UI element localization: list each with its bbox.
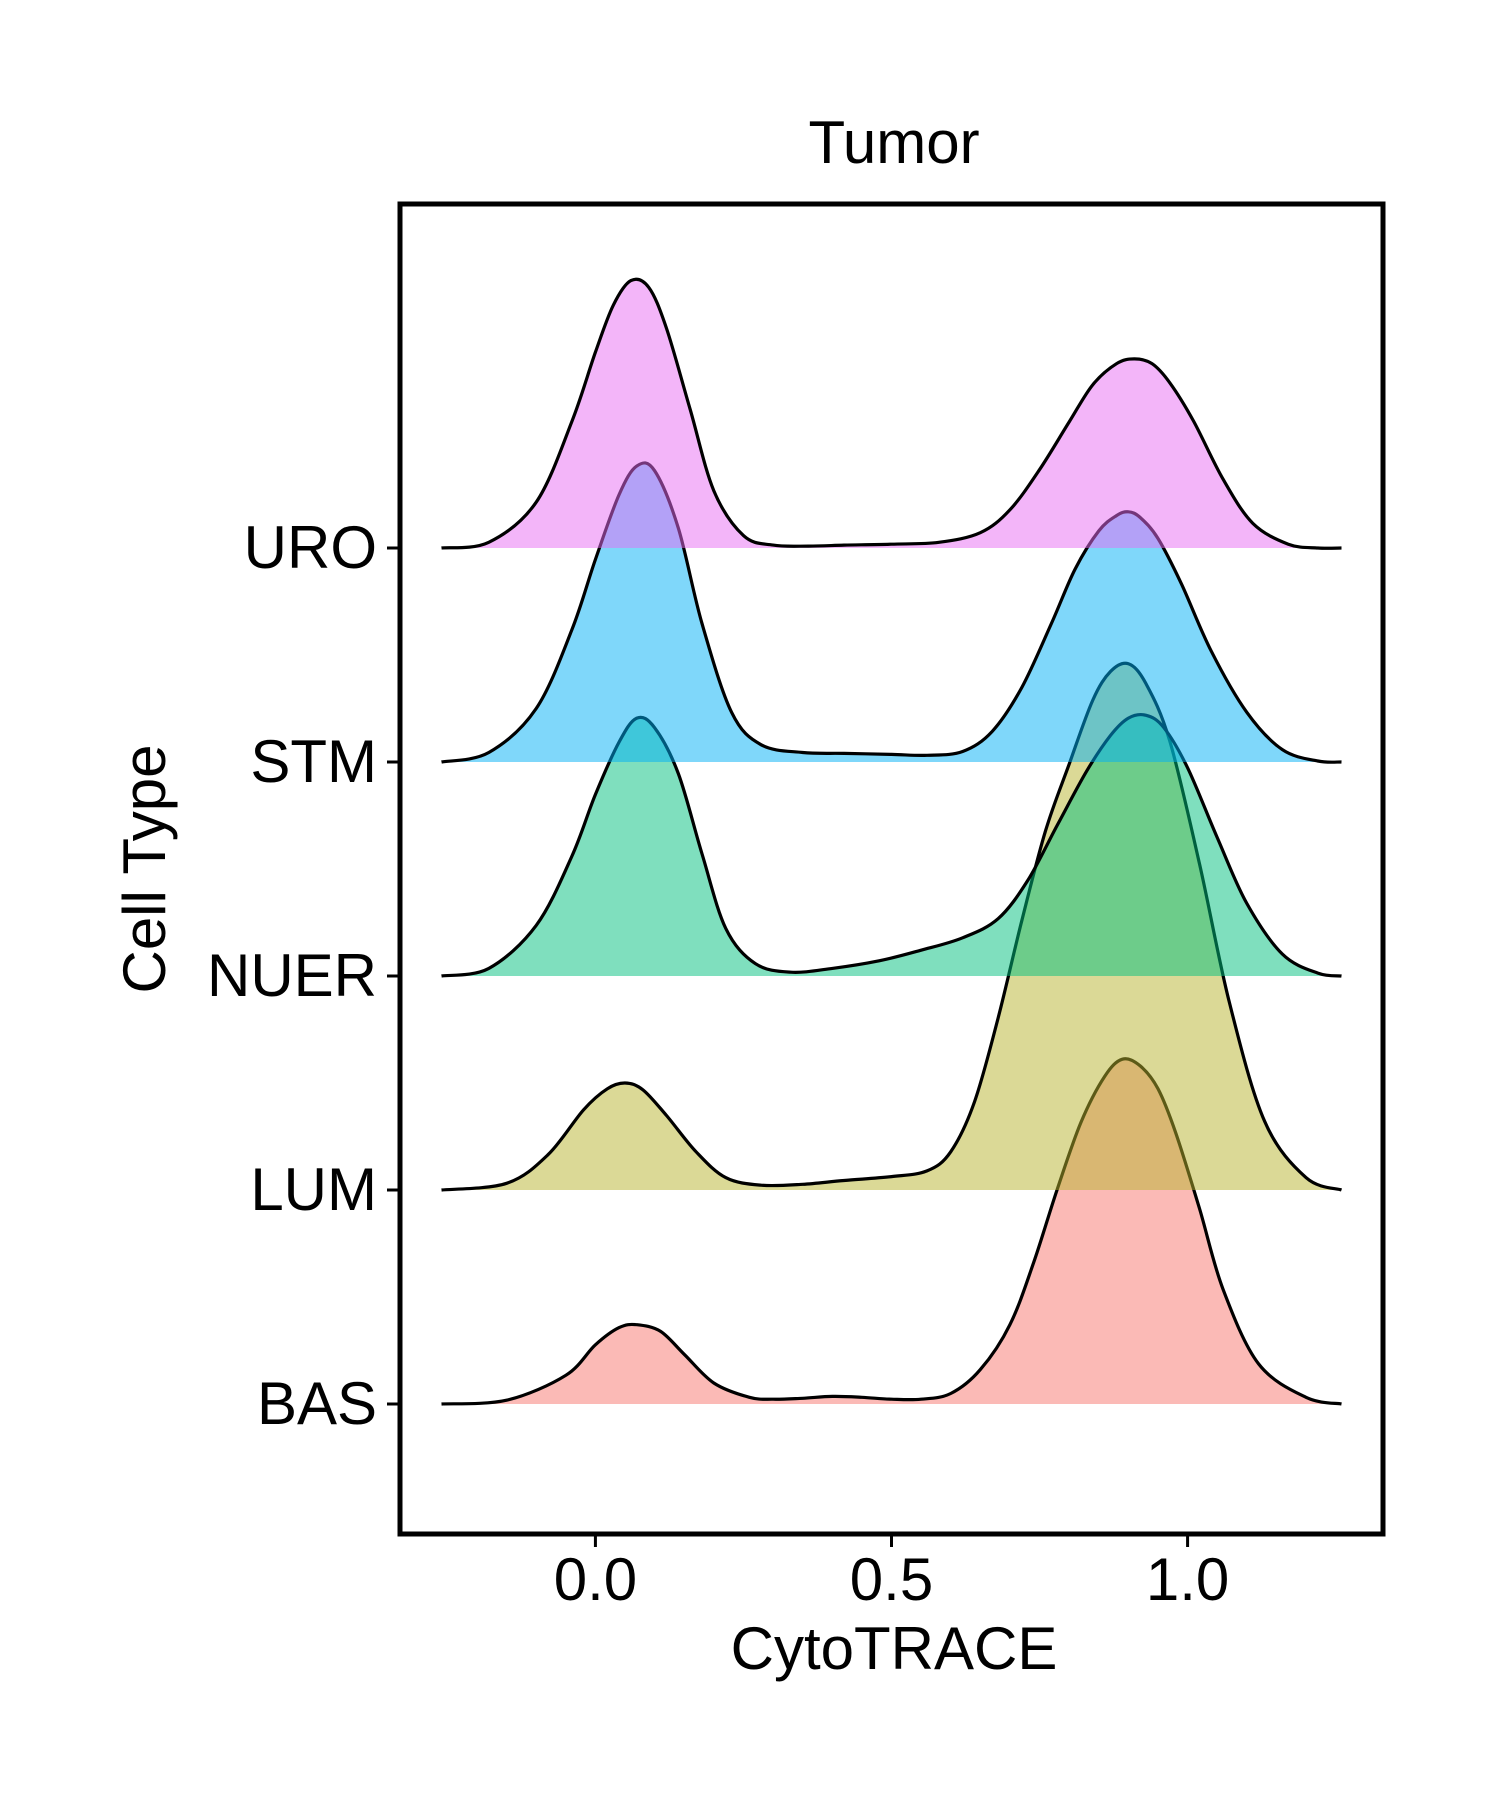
chart-title: Tumor bbox=[808, 109, 979, 176]
ridge-fill-nuer bbox=[441, 714, 1342, 976]
y-axis: BAS LUM NUER STM URO bbox=[207, 514, 400, 1437]
x-axis-title: CytoTRACE bbox=[731, 1615, 1058, 1682]
y-axis-title: Cell Type bbox=[111, 744, 178, 993]
x-tick-label-2: 1.0 bbox=[1146, 1546, 1229, 1613]
ridges bbox=[441, 277, 1343, 1406]
y-tick-label-nuer: NUER bbox=[207, 942, 377, 1009]
ridge-fill-uro bbox=[441, 279, 1342, 549]
ridge-line-uro bbox=[441, 277, 1342, 550]
y-tick-label-stm: STM bbox=[250, 728, 377, 795]
x-tick-label-0: 0.0 bbox=[554, 1546, 637, 1613]
y-tick-label-lum: LUM bbox=[250, 1156, 377, 1223]
x-tick-label-1: 0.5 bbox=[850, 1546, 933, 1613]
ridge-uro bbox=[441, 277, 1342, 550]
y-tick-label-uro: URO bbox=[244, 514, 377, 581]
y-tick-label-bas: BAS bbox=[257, 1370, 377, 1437]
x-axis: 0.0 0.5 1.0 bbox=[554, 1534, 1229, 1613]
